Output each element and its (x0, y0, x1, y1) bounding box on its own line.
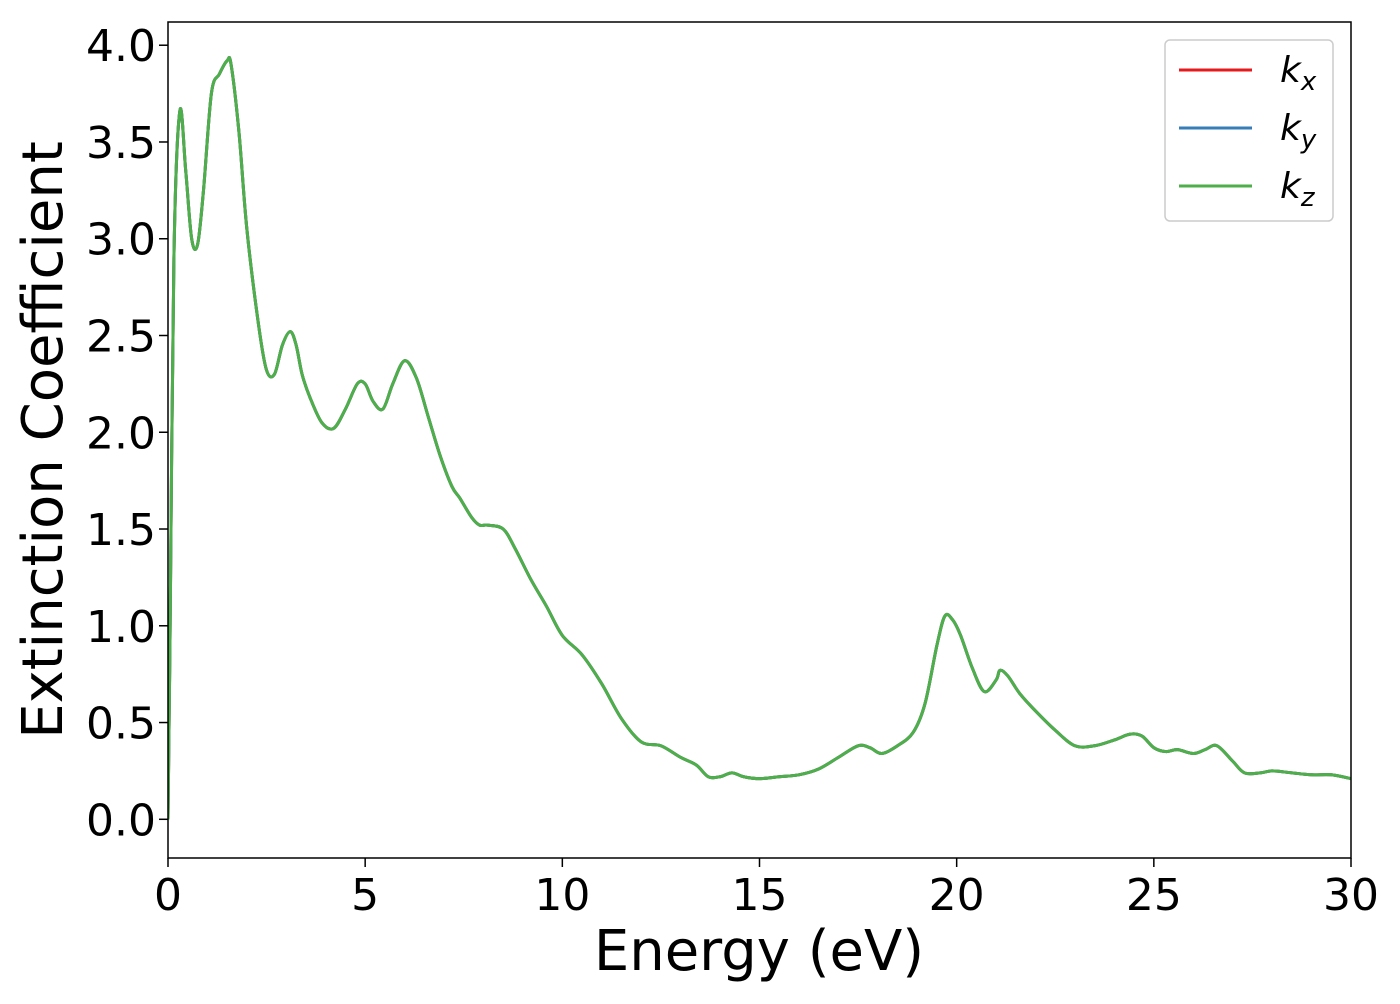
y-axis-label: Extinction Coefficient (11, 141, 76, 739)
y-tick-label: 4.0 (86, 21, 156, 72)
x-tick-label: 15 (732, 870, 788, 921)
y-tick-label: 1.5 (86, 505, 156, 556)
x-tick-label: 10 (534, 870, 590, 921)
y-tick-label: 2.0 (86, 408, 156, 459)
x-tick-label: 20 (929, 870, 985, 921)
axes-layer: 0 5 10 15 20 25 30 0.0 0.5 1.0 1.5 2.0 2.5 3.0 3.5 4.0 (86, 21, 1379, 921)
series-layer (168, 56, 1351, 820)
legend-label-kz: kz (1280, 166, 1316, 213)
x-tick-label: 30 (1323, 870, 1379, 921)
series-line-kz (168, 56, 1351, 820)
x-tick-label: 5 (351, 870, 379, 921)
y-tick-label: 0.5 (86, 699, 156, 750)
legend-box (1164, 39, 1334, 222)
y-tick-label: 2.5 (86, 312, 156, 363)
legend-label-kx: kx (1280, 50, 1317, 97)
x-tick-label: 0 (154, 870, 182, 921)
y-tick-label: 1.0 (86, 602, 156, 653)
y-tick-label: 3.0 (86, 215, 156, 266)
y-tick-label: 0.0 (86, 795, 156, 846)
legend-label-ky: ky (1280, 108, 1317, 155)
x-axis-label: Energy (eV) (594, 919, 924, 984)
legend: kx ky kz (1164, 39, 1334, 222)
x-tick-label: 25 (1126, 870, 1182, 921)
y-tick-label: 3.5 (86, 118, 156, 169)
